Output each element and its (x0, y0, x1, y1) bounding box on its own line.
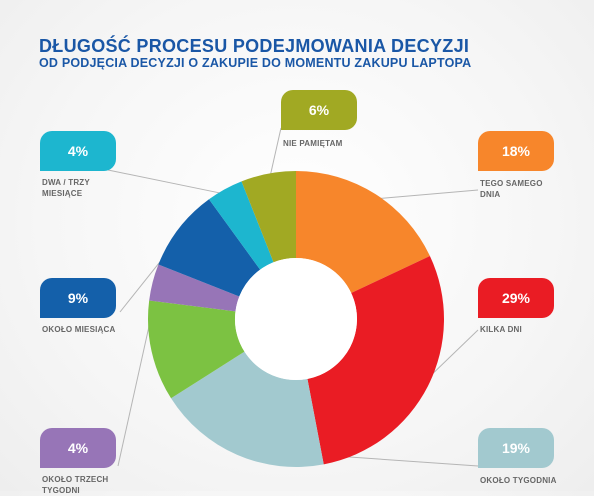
value-badge-dwa-trzy-miesiace: 4% (40, 131, 116, 171)
leader-line-nie-pamietam (268, 127, 282, 180)
chart-title: DŁUGOŚĆ PROCESU PODEJMOWANIA DECYZJI (39, 36, 470, 56)
donut-slices (148, 171, 445, 467)
value-badge-nie-pamietam: 6% (281, 90, 357, 130)
value-badge-tego-samego-dnia: 18% (478, 131, 554, 171)
chart-subtitle: OD PODJĘCIA DECYZJI O ZAKUPIE DO MOMENTU… (39, 56, 472, 70)
slice-label-nie-pamietam: NIE PAMIĘTAM (283, 139, 343, 148)
value-badge-okolo-trzech-tygodni: 4% (40, 428, 116, 468)
leader-line-tego-samego-dnia (372, 189, 479, 200)
slice-tego-samego-dnia (296, 171, 430, 294)
slice-unlabeled-3 (148, 300, 245, 399)
slice-label-okolo-miesiaca: OKOŁO MIESIĄCA (42, 325, 116, 334)
slice-okolo-trzech-tygodni (149, 264, 240, 312)
slice-dwa-trzy-miesiace (209, 181, 274, 270)
slice-label-okolo-tygodnia: OKOŁO TYGODNIA (480, 476, 557, 485)
slice-label-tego-samego-dnia: TEGO SAMEGO DNIA (480, 179, 543, 199)
slice-label-dwa-trzy-miesiace: DWA / TRZY MIESIĄCE (42, 178, 90, 198)
value-badge-okolo-tygodnia: 19% (478, 428, 554, 468)
slice-nie-pamietam (241, 171, 296, 263)
slice-label-okolo-trzech-tygodni: OKOŁO TRZECH TYGODNI (42, 475, 109, 495)
value-badge-okolo-miesiaca: 9% (40, 278, 116, 318)
slice-okolo-miesiaca (158, 199, 261, 297)
slice-kilka-dni (307, 255, 445, 465)
donut-hole (235, 258, 357, 380)
slice-okolo-tygodnia (171, 351, 324, 467)
value-badge-kilka-dni: 29% (478, 278, 554, 318)
leader-line-dwa-trzy-miesiace (107, 169, 228, 196)
slice-label-kilka-dni: KILKA DNI (480, 325, 522, 334)
